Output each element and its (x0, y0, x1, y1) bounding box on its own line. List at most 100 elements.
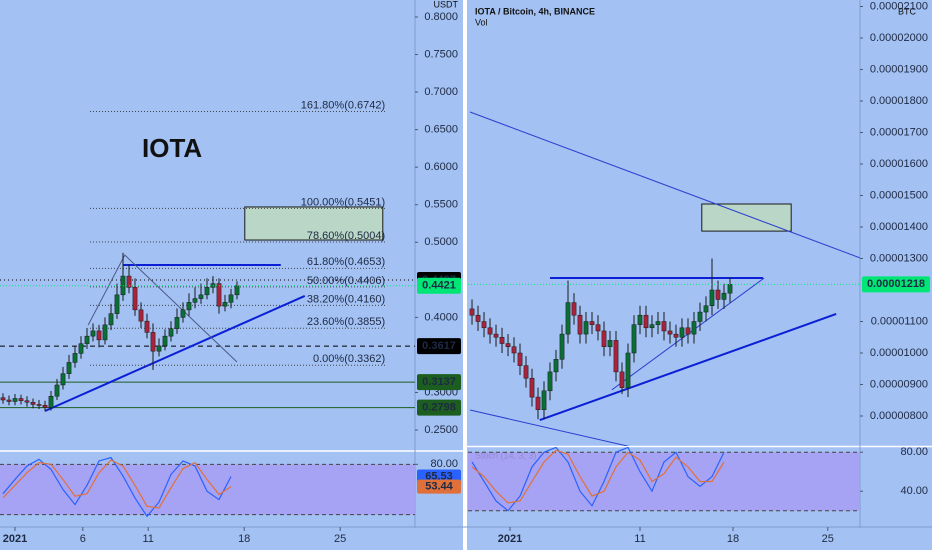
candle-body (222, 302, 228, 307)
fib-label: 78.60%(0.5004) (307, 230, 385, 242)
candle-body (78, 343, 84, 354)
price-pane: 161.80%(0.6742) 100.00%(0.5451) 78.60%(0.5… (0, 99, 415, 412)
last-price-label: 0.00001218 (867, 278, 925, 290)
candle-body (625, 352, 631, 388)
stoch-tag-label: 53.44 (425, 481, 453, 493)
candle-body (54, 384, 60, 397)
chart-title: IOTA / Bitcoin, 4h, BINANCE (475, 6, 595, 16)
fib-label: 23.60%(0.3855) (307, 316, 385, 328)
stoch-line (2, 456, 232, 518)
chart-subtitle: Vol (475, 17, 488, 27)
x-tick-label: 6 (80, 533, 86, 545)
candle-body (565, 302, 571, 335)
price-tag (417, 338, 461, 355)
candle-body (42, 404, 48, 408)
x-tick-label: 2021 (498, 533, 522, 545)
y-tick-label: 0.00001700 (870, 126, 928, 138)
y-tick-label: 0.6000 (424, 161, 458, 173)
candle-body (679, 327, 685, 338)
last-price-label: 0.4421 (422, 280, 456, 292)
y-tick-label: 0.8000 (424, 11, 458, 23)
candle-body (36, 404, 42, 406)
unit-label: USDT (434, 0, 459, 9)
y-tick-label: 0.00000800 (870, 410, 928, 422)
candle-body (96, 330, 102, 341)
x-tick-label: 11 (142, 533, 153, 545)
zone-box (244, 206, 384, 241)
candle-body (667, 330, 673, 335)
y-tick-label: 0.7000 (424, 86, 458, 98)
candle-body (132, 287, 138, 311)
candle-body (0, 397, 6, 401)
candle-body (571, 302, 577, 316)
x-tick-label: 18 (727, 533, 739, 545)
candle-body (90, 330, 96, 337)
candle-body (120, 275, 126, 296)
candle-body (228, 294, 234, 303)
candle-body (156, 345, 162, 352)
panel-divider (463, 0, 467, 550)
x-tick-label: 25 (822, 533, 834, 545)
candle-body (102, 324, 108, 341)
candle-body (469, 308, 475, 316)
y-tick-label: 0.6500 (424, 124, 458, 136)
candle-body (48, 395, 54, 408)
chart-title: IOTA (142, 133, 202, 163)
candle-body (577, 314, 583, 335)
trend-line (469, 409, 630, 446)
y-tick-label: 0.7500 (424, 48, 458, 60)
y-tick-label: 0.4000 (424, 311, 458, 323)
candle-body (559, 333, 565, 360)
stoch-pane (468, 447, 860, 512)
candle-body (144, 320, 150, 333)
candle-body (12, 398, 18, 402)
candle-body (517, 352, 523, 366)
candle-body (150, 332, 156, 352)
candle-body (529, 377, 535, 398)
stoch-line (471, 449, 725, 504)
trend-line (87, 254, 238, 363)
candle-body (162, 335, 168, 347)
candle-body (216, 283, 222, 307)
x-tick-label: 25 (334, 533, 346, 545)
y-tick-label: 40.00 (900, 485, 928, 497)
stoch-tag (417, 479, 461, 494)
candle-body (655, 321, 661, 325)
y-tick-label: 0.00001600 (870, 158, 928, 170)
candle-body (709, 289, 715, 307)
candle-body (691, 321, 697, 335)
candle-body (535, 396, 541, 410)
candle-body (505, 343, 511, 347)
y-tick-label: 0.00002000 (870, 32, 928, 44)
candle-body (174, 317, 180, 329)
candle-body (6, 399, 12, 402)
candle-body (661, 321, 667, 332)
y-tick-label: 0.00000900 (870, 378, 928, 390)
candle-body (192, 298, 198, 303)
x-tick-label: 18 (238, 533, 250, 545)
candle-body (487, 327, 493, 335)
candle-body (168, 328, 174, 337)
y-tick-label: 80.00 (900, 446, 928, 458)
candle-body (84, 335, 90, 344)
y-tick-label: 0.00001400 (870, 221, 928, 233)
y-tick-label: 0.5500 (424, 199, 458, 211)
candle-body (30, 401, 36, 405)
fib-label: 161.80%(0.6742) (301, 99, 385, 111)
candle-body (114, 294, 120, 314)
candle-body (481, 321, 487, 329)
candle-body (499, 337, 505, 344)
x-tick-label: 2021 (3, 533, 27, 545)
candle-body (721, 292, 727, 300)
y-tick-label: 0.00001100 (871, 315, 928, 327)
candle-body (637, 314, 643, 325)
candle-body (138, 309, 144, 322)
unit-label: BTC (898, 6, 917, 16)
fib-label: 0.00%(0.3362) (313, 353, 385, 365)
candle-body (72, 353, 78, 363)
candle-body (180, 309, 186, 318)
candle-body (673, 333, 679, 338)
stoch-pane (0, 456, 415, 518)
candle-body (553, 359, 559, 373)
last-price-tag (862, 276, 930, 293)
